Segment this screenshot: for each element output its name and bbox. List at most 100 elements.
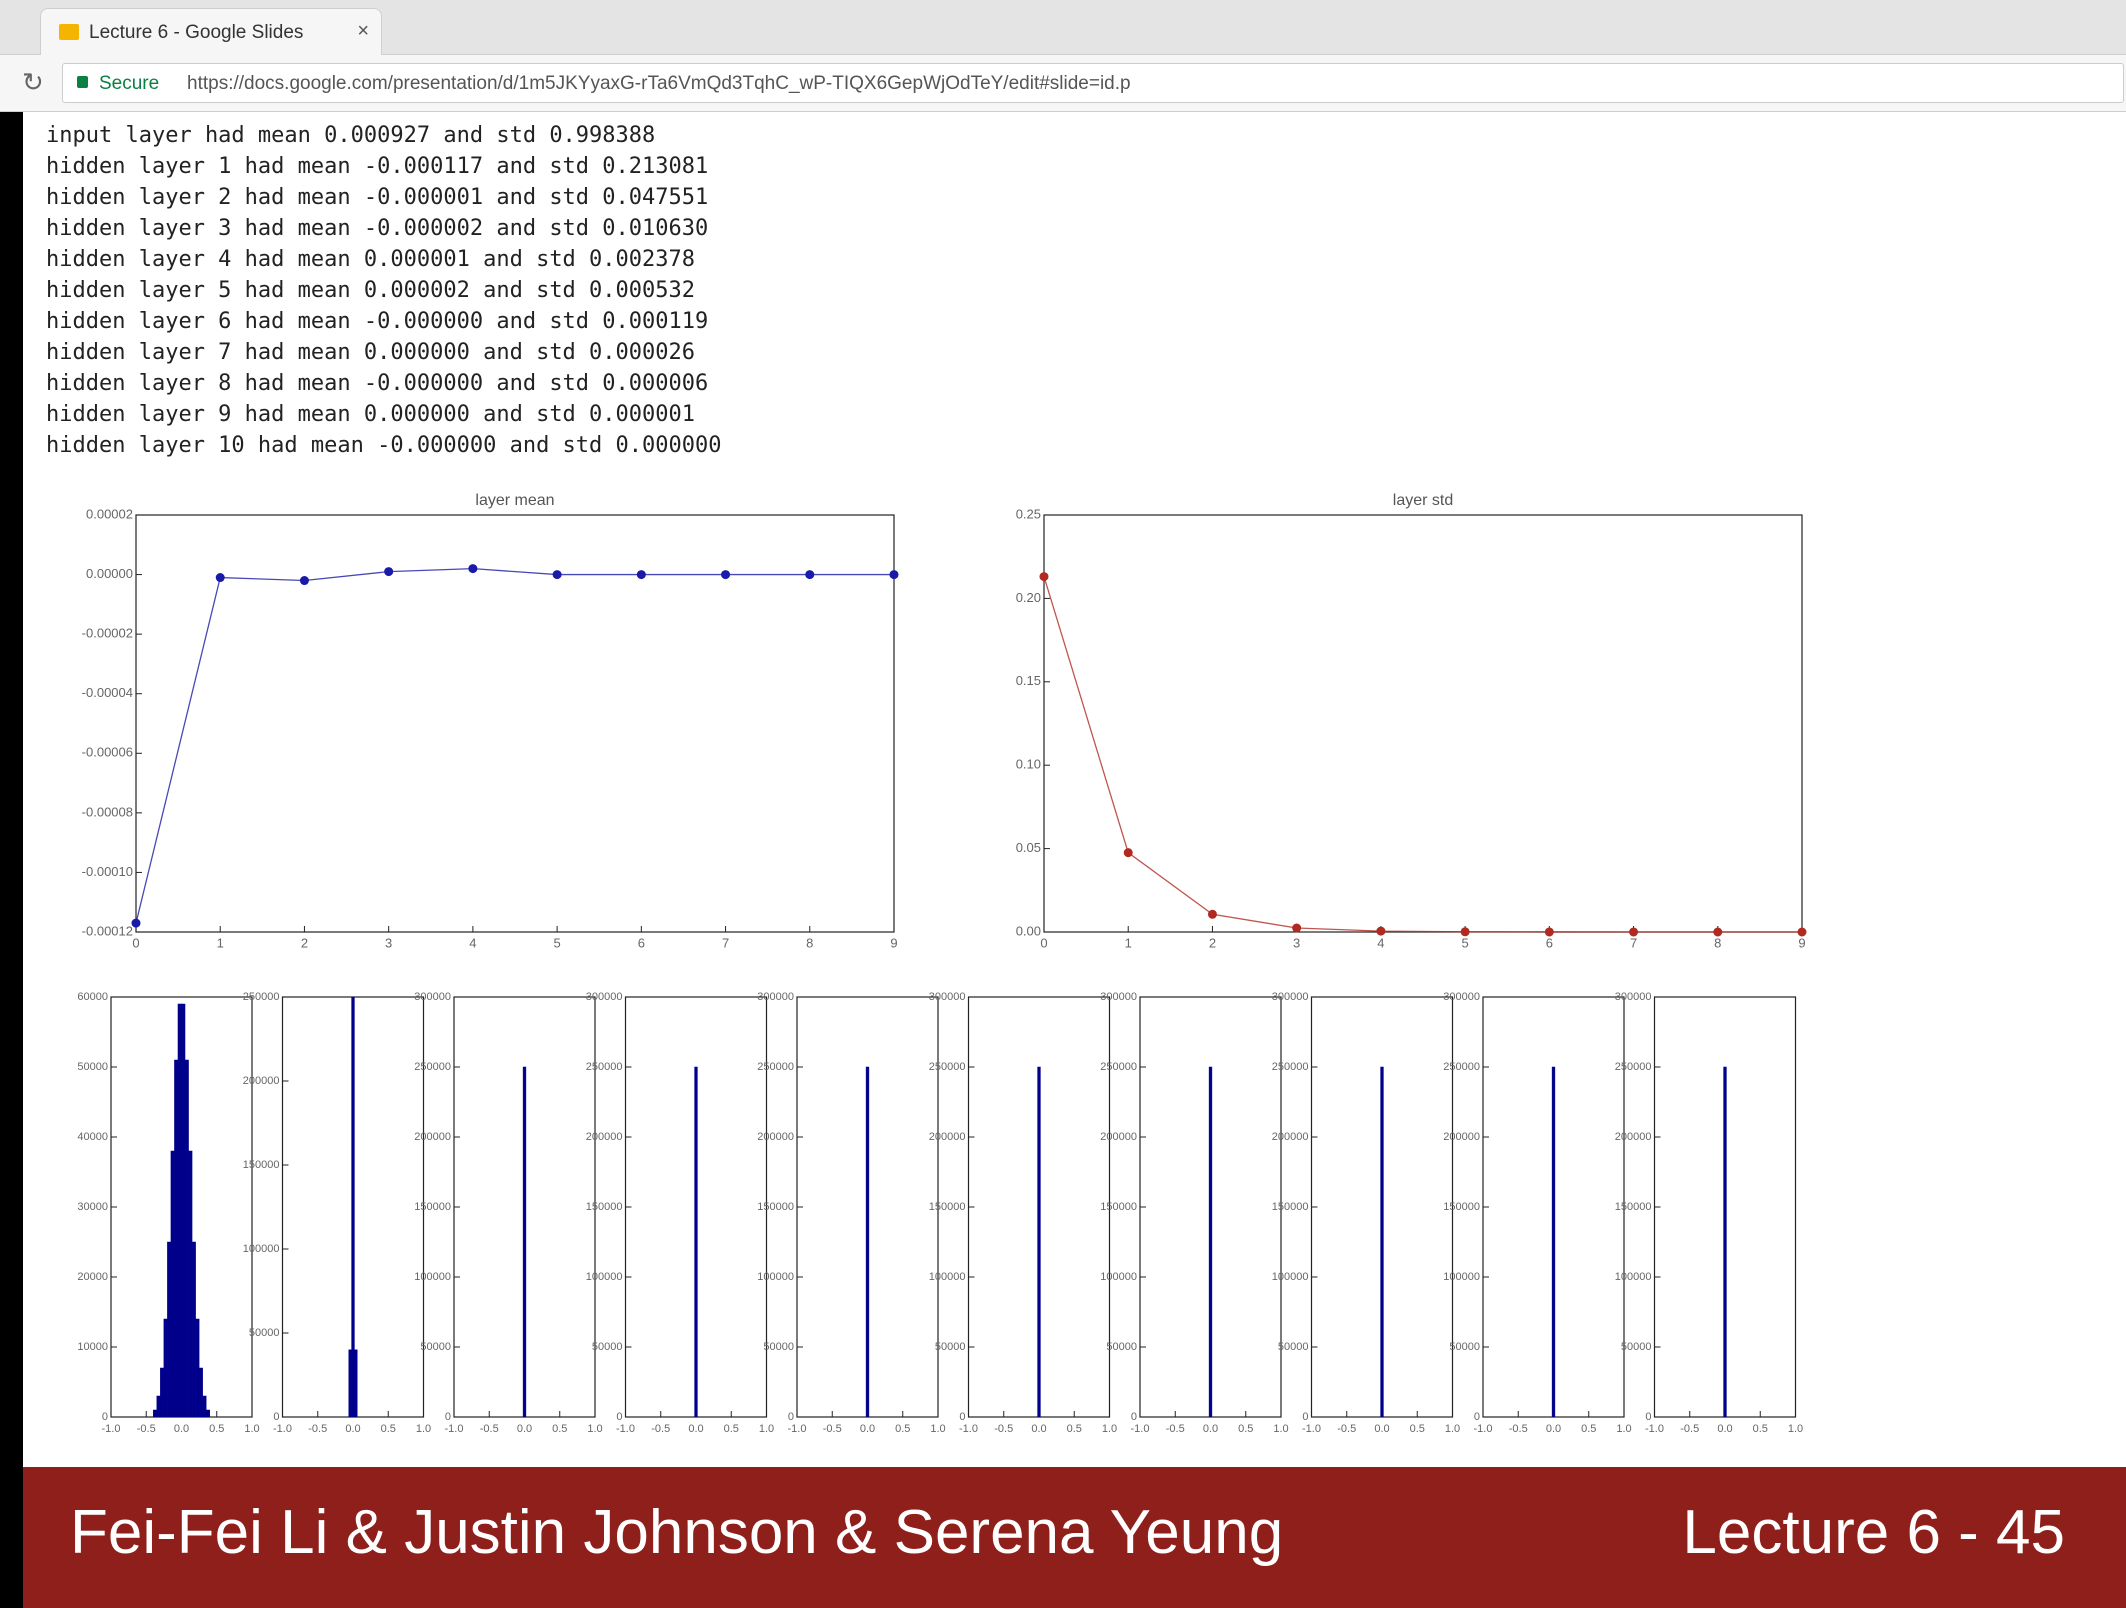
histogram-bar xyxy=(1037,1066,1041,1418)
y-tick-label: 250000 xyxy=(1615,1061,1652,1073)
x-tick-label: 1.0 xyxy=(244,1423,259,1435)
console-line: hidden layer 8 had mean -0.000000 and st… xyxy=(46,371,708,396)
histogram-bar xyxy=(156,1395,161,1418)
histogram-bar xyxy=(865,1066,870,1418)
y-tick-label: 50000 xyxy=(1621,1341,1652,1353)
y-tick-label: 100000 xyxy=(1100,1271,1137,1283)
y-tick-label: 0 xyxy=(273,1411,279,1423)
authors: Fei-Fei Li & Justin Johnson & Serena Yeu… xyxy=(70,1498,1284,1567)
slide-footer: Fei-Fei Li & Justin Johnson & Serena Yeu… xyxy=(23,1467,2126,1608)
x-tick-label: 0.0 xyxy=(517,1423,532,1435)
x-tick-label: 1.0 xyxy=(1273,1423,1288,1435)
data-point xyxy=(468,564,478,574)
console-line: hidden layer 1 had mean -0.000117 and st… xyxy=(46,154,708,179)
histogram-bar xyxy=(348,1349,352,1418)
y-tick-label: 100000 xyxy=(1615,1271,1652,1283)
y-tick-label: 40000 xyxy=(77,1131,108,1143)
plot-frame xyxy=(135,514,895,933)
histogram-bar xyxy=(202,1395,207,1418)
x-tick-label: -1.0 xyxy=(102,1423,121,1435)
y-tick-label: 250000 xyxy=(1100,1061,1137,1073)
y-tick-label: 150000 xyxy=(929,1201,966,1213)
url: https://docs.google.com/presentation/d/1… xyxy=(187,73,1131,94)
histogram-bar xyxy=(1208,1066,1213,1418)
left-border xyxy=(0,112,23,1608)
y-tick-label: 250000 xyxy=(414,1061,451,1073)
x-tick-label: 4 xyxy=(1377,935,1384,950)
y-tick-label: 300000 xyxy=(1615,991,1652,1003)
x-tick-label: -1.0 xyxy=(788,1423,807,1435)
histogram-bar xyxy=(522,1066,527,1418)
x-tick-label: -0.5 xyxy=(308,1423,327,1435)
tab-icon xyxy=(59,24,79,40)
x-tick-label: -0.5 xyxy=(1337,1423,1356,1435)
x-tick-label: -0.5 xyxy=(1166,1423,1185,1435)
y-tick-label: 150000 xyxy=(586,1201,623,1213)
histogram-bar xyxy=(1551,1066,1556,1418)
y-tick-label: 50000 xyxy=(420,1341,451,1353)
y-tick-label: 50000 xyxy=(77,1061,108,1073)
data-point xyxy=(552,570,562,580)
y-tick-label: 250000 xyxy=(1272,1061,1309,1073)
histogram-bar xyxy=(163,1318,168,1418)
console-line: hidden layer 10 had mean -0.000000 and s… xyxy=(46,433,722,458)
y-tick-label: 0.25 xyxy=(1016,506,1041,521)
x-tick-label: 8 xyxy=(806,935,813,950)
toolbar: ↻ Secure https://docs.google.com/present… xyxy=(0,55,2126,112)
console-line: hidden layer 5 had mean 0.000002 and std… xyxy=(46,278,695,303)
data-point xyxy=(1460,927,1470,937)
tab-title: Lecture 6 - Google Slides xyxy=(89,22,304,43)
x-tick-label: 0.0 xyxy=(688,1423,703,1435)
data-point xyxy=(1713,927,1723,937)
y-tick-label: 200000 xyxy=(757,1131,794,1143)
x-tick-label: 2 xyxy=(1209,935,1216,950)
y-tick-label: 300000 xyxy=(1443,991,1480,1003)
y-tick-label: 200000 xyxy=(1615,1131,1652,1143)
x-tick-label: 9 xyxy=(1798,935,1805,950)
y-tick-label: 200000 xyxy=(1100,1131,1137,1143)
x-tick-label: 1.0 xyxy=(416,1423,431,1435)
x-tick-label: -1.0 xyxy=(445,1423,464,1435)
console-line: hidden layer 2 had mean -0.000001 and st… xyxy=(46,185,708,210)
histogram-bar xyxy=(188,1150,193,1418)
y-tick-label: 250000 xyxy=(586,1061,623,1073)
tab[interactable]: Lecture 6 - Google Slides × xyxy=(40,8,382,55)
x-tick-label: 0.5 xyxy=(1581,1423,1596,1435)
histogram-bar xyxy=(177,1003,182,1418)
data-line xyxy=(135,567,894,924)
x-tick-label: 8 xyxy=(1714,935,1721,950)
y-tick-label: 150000 xyxy=(1100,1201,1137,1213)
x-tick-label: -0.5 xyxy=(823,1423,842,1435)
y-tick-label: 200000 xyxy=(1272,1131,1309,1143)
data-point xyxy=(131,918,141,928)
tab-close[interactable]: × xyxy=(357,20,369,42)
y-tick-label: 50000 xyxy=(592,1341,623,1353)
histogram-bar xyxy=(184,1059,189,1418)
histogram-bar xyxy=(174,1059,179,1418)
y-tick-label: 0 xyxy=(445,1411,451,1423)
reload-button[interactable]: ↻ xyxy=(22,67,44,97)
histogram-bar xyxy=(153,1409,158,1418)
y-tick-label: 0.00 xyxy=(1016,923,1041,938)
y-tick-label: 50000 xyxy=(763,1341,794,1353)
address-bar[interactable]: Secure https://docs.google.com/presentat… xyxy=(62,63,2124,103)
data-point xyxy=(384,567,394,577)
y-tick-label: -0.00012 xyxy=(82,923,133,938)
lock-icon xyxy=(77,76,88,88)
x-tick-label: 0.5 xyxy=(895,1423,910,1435)
data-point xyxy=(1544,927,1554,937)
data-point xyxy=(1797,927,1807,937)
data-point xyxy=(1207,909,1217,919)
histogram-bar xyxy=(354,1349,358,1418)
x-tick-label: 0.5 xyxy=(1238,1423,1253,1435)
x-tick-label: 2 xyxy=(301,935,308,950)
y-tick-label: 100000 xyxy=(414,1271,451,1283)
x-tick-label: 0.5 xyxy=(381,1423,396,1435)
x-tick-label: 1.0 xyxy=(587,1423,602,1435)
y-tick-label: 0 xyxy=(1131,1411,1137,1423)
data-point xyxy=(1123,848,1133,858)
histogram-bar xyxy=(195,1318,200,1418)
console-line: hidden layer 3 had mean -0.000002 and st… xyxy=(46,216,708,241)
histogram-bar xyxy=(191,1241,196,1418)
x-tick-label: 0 xyxy=(1040,935,1047,950)
